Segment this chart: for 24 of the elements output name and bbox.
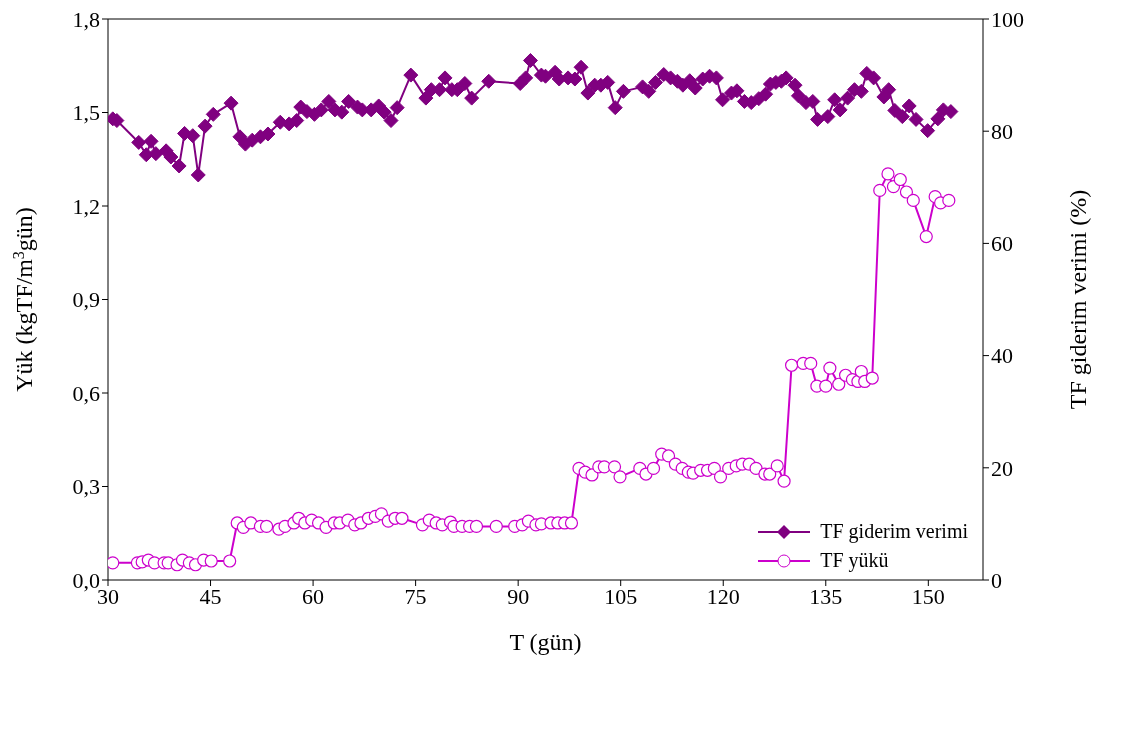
- y2-tick-label: 20: [991, 455, 1013, 481]
- x-tick-label: 120: [706, 583, 740, 609]
- y-tick-label: 1,5: [72, 100, 100, 126]
- x-tick-label: 60: [302, 583, 325, 609]
- x-tick-label: 90: [507, 583, 530, 609]
- y-tick-label: 0,6: [72, 380, 100, 406]
- x-tick-label: 150: [911, 583, 945, 609]
- legend-label: TF giderim verimi: [820, 520, 968, 543]
- y2-axis-title: TF giderim verimi (%): [1065, 189, 1091, 410]
- y-tick-label: 1,8: [72, 6, 100, 32]
- y2-tick-label: 80: [991, 119, 1013, 145]
- x-tick-label: 45: [199, 583, 222, 609]
- x-axis-title: T (gün): [509, 629, 582, 655]
- y2-tick-label: 60: [991, 231, 1013, 257]
- legend-label: TF yükü: [820, 549, 889, 572]
- x-tick-label: 105: [604, 583, 638, 609]
- y2-tick-label: 0: [991, 567, 1002, 593]
- y-tick-label: 0,3: [72, 474, 100, 500]
- x-tick-label: 135: [809, 583, 843, 609]
- y2-tick-label: 100: [991, 6, 1024, 32]
- y2-tick-label: 40: [991, 343, 1013, 369]
- y-tick-label: 0,9: [72, 287, 100, 313]
- y-tick-label: 1,2: [72, 193, 100, 219]
- x-tick-label: 75: [404, 583, 427, 609]
